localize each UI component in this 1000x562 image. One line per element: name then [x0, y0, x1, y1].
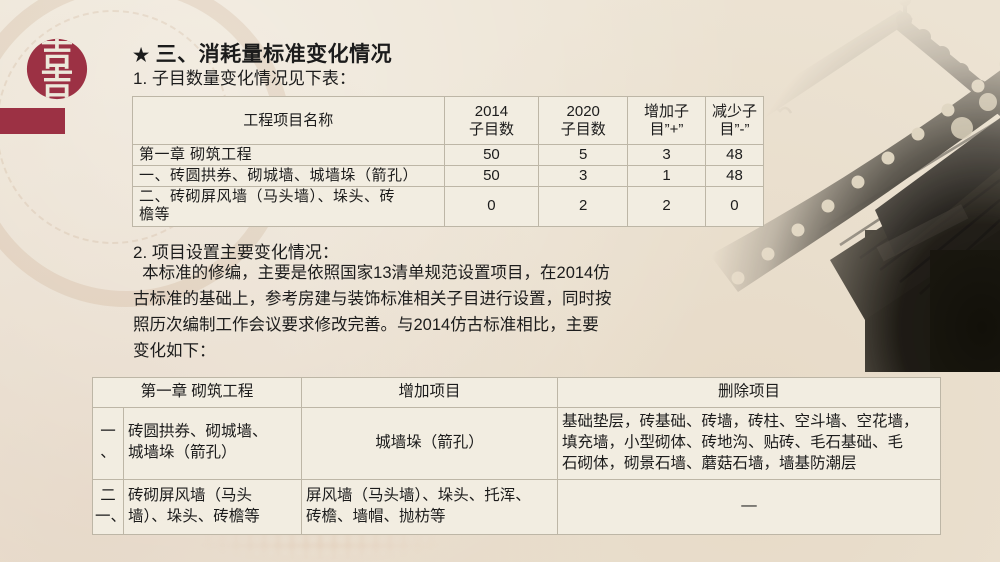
- svg-text:吉: 吉: [40, 66, 73, 101]
